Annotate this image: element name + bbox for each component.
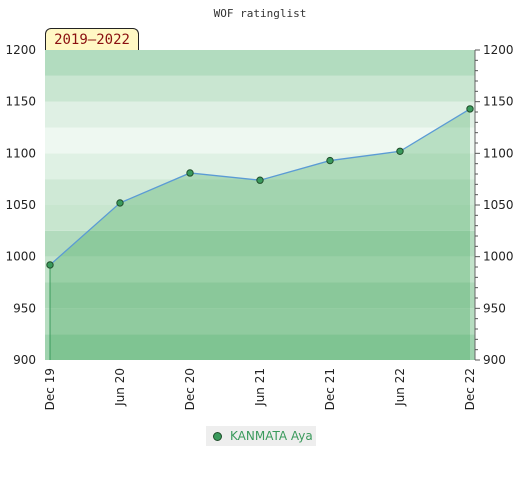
- y-tick-label-left: 1150: [5, 95, 36, 109]
- x-tick-label: Dec 19: [43, 368, 57, 410]
- data-point: [396, 147, 404, 155]
- y-tick-label-right: 950: [483, 301, 506, 315]
- y-tick-label-right: 1100: [483, 146, 514, 160]
- legend-marker-icon: [213, 431, 222, 441]
- data-point: [256, 176, 264, 184]
- y-tick-label-right: 1200: [483, 43, 514, 57]
- legend: KANMATA Aya: [206, 426, 316, 446]
- background-band: [45, 75, 475, 102]
- x-tick-label: Dec 21: [323, 368, 337, 410]
- chart-title: WOF ratinglist: [214, 7, 307, 20]
- x-axis: Dec 19 Jun 20 Dec 20 Jun 21 Dec 21 Jun 22 Dec …: [43, 368, 477, 410]
- background-band: [45, 230, 475, 257]
- background-band: [45, 101, 475, 128]
- y-tick-label-right: 1000: [483, 250, 514, 264]
- y-tick-label-left: 1200: [5, 43, 36, 57]
- series-area: [50, 108, 470, 361]
- x-tick-label: Jun 20: [113, 368, 127, 407]
- y-tick-label-right: 1150: [483, 95, 514, 109]
- data-point: [46, 261, 54, 269]
- background-band: [45, 256, 475, 283]
- x-tick-label: Dec 20: [183, 368, 197, 410]
- marker-layer: [46, 105, 474, 269]
- data-point: [116, 199, 124, 207]
- data-point: [186, 169, 194, 177]
- background-band: [45, 205, 475, 231]
- background-band: [45, 153, 475, 180]
- background-band: [45, 282, 475, 309]
- y-tick-label-left: 1000: [5, 250, 36, 264]
- x-tick-label: Jun 22: [393, 368, 407, 407]
- y-axis-right: 900 950 1000 1050 1100 1150 1200: [474, 43, 514, 367]
- y-axis-left: 900 950 1000 1050 1100 1150 1200: [5, 43, 36, 367]
- y-tick-label-right: 1050: [483, 198, 514, 212]
- legend-series-label: KANMATA Aya: [230, 429, 313, 443]
- period-badge: 2019–2022: [45, 28, 139, 50]
- y-tick-label-left: 900: [13, 353, 36, 367]
- x-tick-label: Dec 22: [463, 368, 477, 410]
- y-tick-label-left: 1050: [5, 198, 36, 212]
- background-band: [45, 50, 475, 76]
- y-tick-label-left: 950: [13, 301, 36, 315]
- y-tick-label-right: 900: [483, 353, 506, 367]
- data-point: [326, 156, 334, 165]
- y-tick-label-left: 1100: [5, 146, 36, 160]
- background-band: [45, 334, 475, 360]
- data-point: [466, 105, 474, 113]
- background-band: [45, 308, 475, 335]
- area-layer: [49, 108, 470, 361]
- background-bands: [45, 50, 475, 360]
- x-tick-label: Jun 21: [253, 368, 267, 407]
